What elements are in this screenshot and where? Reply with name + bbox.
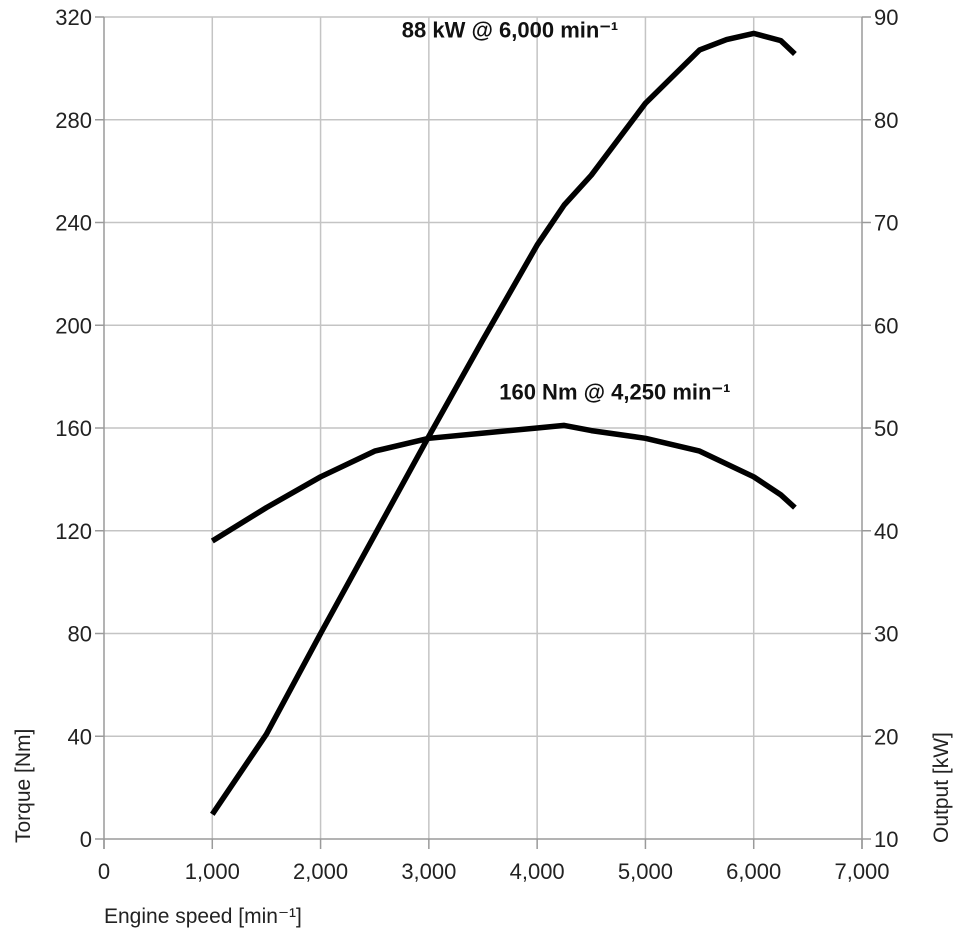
x-tick-label: 6,000 bbox=[726, 859, 781, 884]
left-y-tick-label: 160 bbox=[55, 416, 92, 441]
right-y-tick-label: 80 bbox=[874, 108, 898, 133]
output-curve bbox=[210, 30, 797, 816]
gridlines bbox=[104, 16, 862, 839]
annotations: 88 kW @ 6,000 min⁻¹ 160 Nm @ 4,250 min⁻¹ bbox=[402, 18, 731, 405]
right-y-tick-label: 30 bbox=[874, 622, 898, 647]
left-y-tick-label: 240 bbox=[55, 211, 92, 236]
right-y-tick-label: 60 bbox=[874, 313, 898, 338]
left-y-tick-label: 80 bbox=[68, 622, 92, 647]
x-tick-label: 2,000 bbox=[293, 859, 348, 884]
left-y-tick-label: 0 bbox=[80, 827, 92, 852]
tick-labels: 0 1,000 2,000 3,000 4,000 5,000 6,000 7,000 0 40 8… bbox=[55, 5, 898, 884]
x-tick-label: 3,000 bbox=[401, 859, 456, 884]
left-y-tick-label: 200 bbox=[55, 313, 92, 338]
right-y-tick-label: 10 bbox=[874, 827, 898, 852]
right-y-axis-title: Output [kW] bbox=[930, 732, 953, 843]
series-lines bbox=[210, 30, 797, 816]
x-tick-label: 0 bbox=[98, 859, 110, 884]
right-y-tick-label: 20 bbox=[874, 724, 898, 749]
x-tick-label: 1,000 bbox=[185, 859, 240, 884]
right-y-tick-label: 40 bbox=[874, 519, 898, 544]
right-y-tick-label: 70 bbox=[874, 211, 898, 236]
right-y-tick-label: 90 bbox=[874, 5, 898, 30]
x-axis-title: Engine speed [min⁻¹] bbox=[104, 905, 302, 928]
left-y-tick-label: 120 bbox=[55, 519, 92, 544]
left-y-tick-label: 320 bbox=[55, 5, 92, 30]
left-y-tick-label: 40 bbox=[68, 724, 92, 749]
axes bbox=[95, 16, 871, 849]
torque-curve bbox=[210, 422, 797, 544]
x-tick-label: 7,000 bbox=[834, 859, 889, 884]
left-y-axis-title: Torque [Nm] bbox=[12, 729, 35, 843]
right-y-tick-label: 50 bbox=[874, 416, 898, 441]
left-y-tick-label: 280 bbox=[55, 108, 92, 133]
x-tick-label: 5,000 bbox=[618, 859, 673, 884]
peak-output-annotation: 88 kW @ 6,000 min⁻¹ bbox=[402, 18, 618, 43]
peak-torque-annotation: 160 Nm @ 4,250 min⁻¹ bbox=[499, 380, 730, 405]
x-tick-label: 4,000 bbox=[510, 859, 565, 884]
